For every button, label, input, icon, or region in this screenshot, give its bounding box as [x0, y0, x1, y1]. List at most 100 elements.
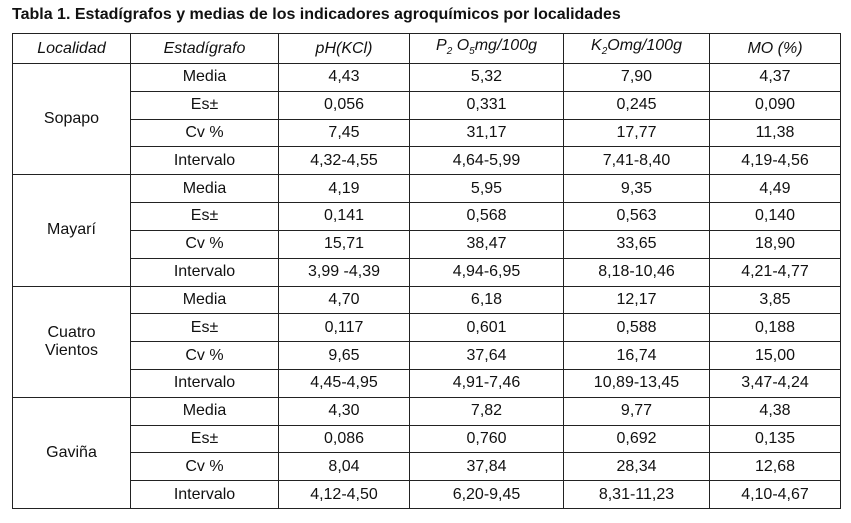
header-k2o-sub-2: 2 [601, 45, 608, 57]
value-cell-k2o: 8,31-11,23 [563, 480, 710, 509]
locality-name: Gaviña [46, 443, 97, 461]
value-cell-mo: 4,19-4,56 [709, 146, 841, 176]
value-cell-k2o: 9,77 [563, 396, 710, 426]
table-row: Intervalo 4,32-4,55 4,64-5,99 7,41-8,40 4,19… [13, 146, 841, 176]
stat-cell: Intervalo [130, 146, 279, 176]
header-localidad: Localidad [12, 33, 131, 64]
value-cell-mo: 4,21-4,77 [709, 257, 841, 287]
table-row: Es± 0,056 0,331 0,245 0,090 [13, 90, 841, 120]
header-ph: pH(KCl) [278, 33, 410, 64]
header-p2o5-sub-5: 5 [469, 45, 475, 57]
value-cell-p2o5: 38,47 [409, 229, 564, 259]
stat-cell: Media [130, 63, 279, 92]
value-cell-p2o5: 31,17 [409, 118, 564, 148]
value-cell-ph: 15,71 [278, 229, 410, 259]
table-row: Cv % 9,65 37,64 16,74 15,00 [13, 341, 841, 370]
value-cell-p2o5: 5,32 [409, 63, 564, 92]
locality-cell: Gaviña [12, 396, 131, 510]
value-cell-k2o: 7,90 [563, 63, 710, 92]
header-k2o: K2Omg/100g [563, 33, 710, 64]
header-p2o5-o: O [456, 36, 470, 54]
value-cell-mo: 0,188 [709, 313, 841, 343]
value-cell-ph: 0,141 [278, 202, 410, 231]
data-table: Localidad Estadígrafo pH(KCl) P2 O5mg/10… [12, 33, 841, 510]
header-k2o-k: K [591, 36, 602, 54]
stat-cell: Es± [130, 424, 279, 454]
stat-cell: Media [130, 396, 279, 426]
stat-cell: Es± [130, 313, 279, 343]
value-cell-p2o5: 4,94-6,95 [409, 257, 564, 287]
value-cell-mo: 4,38 [709, 396, 841, 426]
value-cell-k2o: 16,74 [563, 341, 710, 370]
value-cell-p2o5: 4,91-7,46 [409, 368, 564, 398]
stat-cell: Es± [130, 90, 279, 120]
value-cell-ph: 3,99 -4,39 [278, 257, 410, 287]
value-cell-mo: 12,68 [709, 452, 841, 482]
value-cell-mo: 0,090 [709, 90, 841, 120]
table-row: Mayarí Media 4,19 5,95 9,35 4,49 [12, 174, 841, 287]
locality-cell: Cuatro Vientos [12, 285, 131, 398]
value-cell-ph: 4,30 [278, 396, 410, 426]
table-row: Sopapo Media 4,43 5,32 7,90 4,37 [12, 62, 841, 176]
table-row: Cv % 7,45 31,17 17,77 11,38 [13, 118, 841, 148]
stat-cell: Cv % [130, 452, 279, 482]
locality-name: Cuatro [47, 323, 96, 341]
value-cell-ph: 4,32-4,55 [278, 146, 410, 176]
value-cell-p2o5: 0,568 [409, 202, 564, 231]
value-cell-ph: 4,70 [278, 285, 410, 315]
stat-cell: Intervalo [130, 480, 279, 509]
value-cell-ph: 4,45-4,95 [278, 368, 410, 398]
value-cell-ph: 0,117 [278, 313, 410, 343]
table-row: Intervalo 4,12-4,50 6,20-9,45 8,31-11,23 4,1… [13, 480, 841, 509]
header-p2o5-sub-2: 2 [446, 45, 453, 57]
value-cell-p2o5: 7,82 [409, 396, 564, 426]
value-cell-k2o: 0,588 [563, 313, 710, 343]
stat-cell: Media [130, 174, 279, 204]
value-cell-k2o: 17,77 [563, 118, 710, 148]
value-cell-k2o: 0,692 [563, 424, 710, 454]
stat-cell: Cv % [130, 118, 279, 148]
stat-cell: Es± [130, 202, 279, 231]
value-cell-k2o: 10,89-13,45 [563, 368, 710, 398]
value-cell-mo: 3,47-4,24 [709, 368, 841, 398]
value-cell-mo: 3,85 [709, 285, 841, 315]
value-cell-p2o5: 6,18 [409, 285, 564, 315]
value-cell-mo: 15,00 [709, 341, 841, 370]
value-cell-k2o: 0,563 [563, 202, 710, 231]
value-cell-k2o: 9,35 [563, 174, 710, 204]
table-row: Intervalo 3,99 -4,39 4,94-6,95 8,18-10,46 4,… [13, 257, 841, 287]
table-row: Es± 0,141 0,568 0,563 0,140 [13, 202, 841, 231]
table-row: Es± 0,086 0,760 0,692 0,135 [13, 424, 841, 454]
table-row: Es± 0,117 0,601 0,588 0,188 [13, 313, 841, 343]
value-cell-p2o5: 0,601 [409, 313, 564, 343]
value-cell-p2o5: 37,64 [409, 341, 564, 370]
value-cell-k2o: 12,17 [563, 285, 710, 315]
header-k2o-unit: mg/100g [619, 36, 682, 54]
locality-name: Mayarí [47, 221, 96, 239]
value-cell-p2o5: 0,760 [409, 424, 564, 454]
stat-cell: Intervalo [130, 257, 279, 287]
value-cell-p2o5: 6,20-9,45 [409, 480, 564, 509]
stat-cell: Intervalo [130, 368, 279, 398]
table-row: Cv % 8,04 37,84 28,34 12,68 [13, 452, 841, 482]
table-body: Sopapo Media 4,43 5,32 7,90 4,37 Es± 0,056 0,331… [12, 62, 841, 510]
value-cell-ph: 0,086 [278, 424, 410, 454]
header-p2o5: P2 O5mg/100g [409, 33, 564, 64]
header-k2o-o: O [607, 36, 620, 54]
stat-cell: Cv % [130, 229, 279, 259]
table-row: Gaviña Media 4,30 7,82 9,77 4,38 [12, 396, 841, 510]
value-cell-k2o: 28,34 [563, 452, 710, 482]
table-row: Intervalo 4,45-4,95 4,91-7,46 10,89-13,45 3,… [13, 368, 841, 398]
value-cell-p2o5: 5,95 [409, 174, 564, 204]
header-estadigrafo: Estadígrafo [130, 33, 279, 64]
locality-name: Sopapo [43, 110, 100, 128]
value-cell-mo: 4,37 [709, 63, 841, 92]
value-cell-k2o: 0,245 [563, 90, 710, 120]
header-mo: MO (%) [709, 33, 841, 64]
table-row: Cv % 15,71 38,47 33,65 18,90 [13, 229, 841, 259]
stat-cell: Cv % [130, 341, 279, 370]
value-cell-mo: 0,135 [709, 424, 841, 454]
stat-cell: Media [130, 285, 279, 315]
table-caption: Tabla 1. Estadígrafos y medias de los in… [12, 6, 621, 23]
locality-cell: Mayarí [12, 174, 131, 287]
